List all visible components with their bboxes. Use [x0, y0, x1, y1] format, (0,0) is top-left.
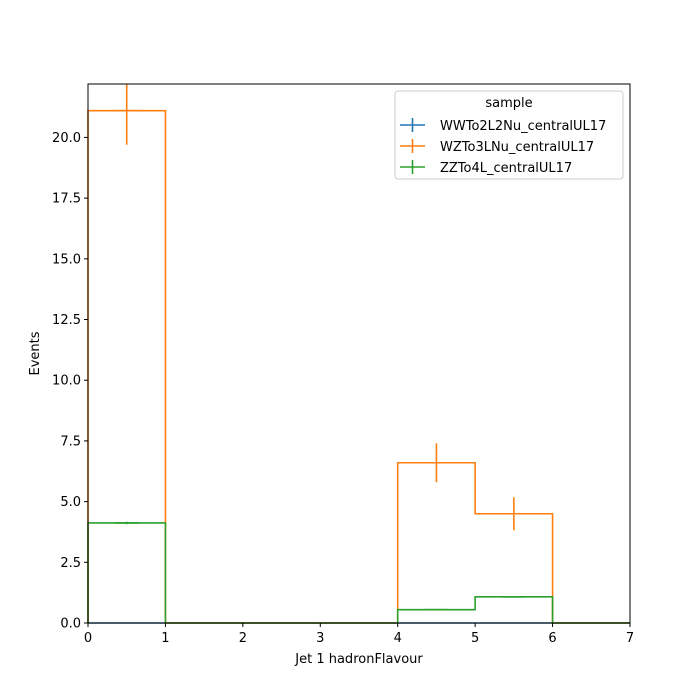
legend-entry-label: ZZTo4L_centralUL17: [440, 161, 572, 176]
y-tick-label: 17.5: [52, 192, 81, 207]
plot-frame: [87, 83, 631, 624]
legend-title: sample: [485, 96, 532, 111]
legend-entry-label: WZTo3LNu_centralUL17: [440, 140, 594, 155]
y-axis-label: Events: [28, 331, 43, 375]
y-tick-label: 7.5: [60, 434, 81, 449]
legend: sample WWTo2L2Nu_centralUL17 WZTo3LNu_cent…: [394, 90, 624, 180]
x-tick-label: 1: [161, 631, 169, 646]
y-tick-label: 12.5: [52, 313, 81, 328]
y-tick-label: 5.0: [60, 495, 81, 510]
x-tick-label: 3: [316, 631, 324, 646]
x-tick-label: 2: [239, 631, 247, 646]
x-axis-label: Jet 1 hadronFlavour: [294, 652, 423, 667]
y-tick-label: 0.0: [60, 617, 81, 632]
y-tick-label: 20.0: [52, 131, 81, 146]
x-tick-label: 5: [471, 631, 479, 646]
legend-box: [394, 90, 624, 180]
y-tick-label: 2.5: [60, 556, 81, 571]
x-tick-label: 4: [394, 631, 402, 646]
x-tick-label: 0: [84, 631, 92, 646]
x-tick-label: 7: [626, 631, 634, 646]
axis-ticks: 0 1 2 3 4 5 6 7 0.0 2.5 5.0 7.5 10.0 12.5 15.0 17.5 20.0: [52, 131, 634, 646]
y-tick-label: 15.0: [52, 252, 81, 267]
legend-entry-label: WWTo2L2Nu_centralUL17: [440, 119, 606, 134]
y-tick-label: 10.0: [52, 374, 81, 389]
x-tick-label: 6: [548, 631, 556, 646]
